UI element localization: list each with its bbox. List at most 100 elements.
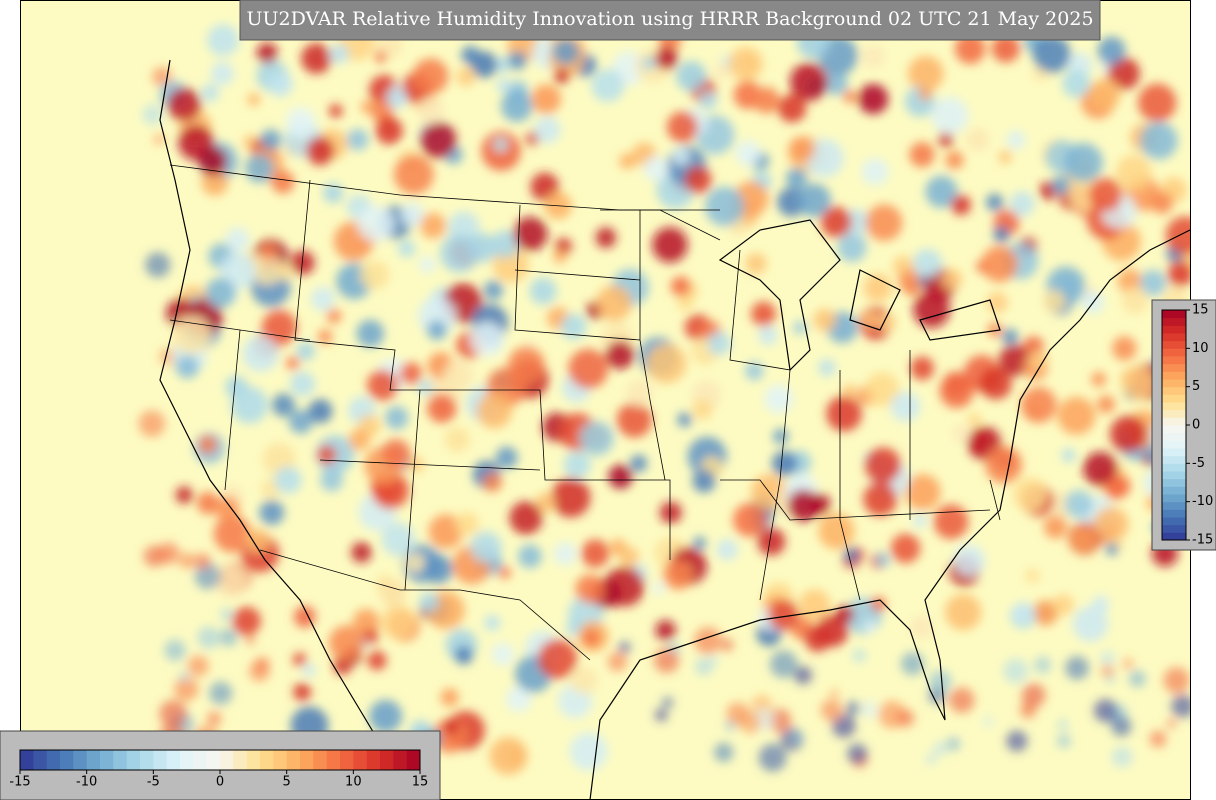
field-blob xyxy=(194,553,211,570)
field-blob xyxy=(837,232,867,263)
field-blob xyxy=(845,701,861,716)
field-blob xyxy=(213,563,249,599)
field-blob xyxy=(787,489,820,522)
tick-label: -5 xyxy=(147,775,160,790)
field-blob xyxy=(1121,365,1157,401)
field-blob xyxy=(399,362,422,385)
colorbar-step xyxy=(206,750,221,770)
field-blob xyxy=(596,285,632,322)
state-borders xyxy=(169,179,1001,601)
field-blob xyxy=(1163,667,1190,694)
field-blob xyxy=(320,468,344,492)
field-blob xyxy=(301,43,332,74)
field-blob xyxy=(426,320,447,341)
field-blob xyxy=(677,412,692,428)
colorbar-step xyxy=(1162,432,1186,441)
field-blob xyxy=(732,503,767,537)
field-blob xyxy=(751,301,776,327)
field-blob xyxy=(789,62,829,101)
field-blob xyxy=(1021,683,1046,708)
tick-label: -15 xyxy=(9,775,30,790)
field-blob xyxy=(381,439,411,468)
tick-label: 0 xyxy=(216,775,224,790)
field-blob xyxy=(713,62,731,81)
colorbar-step xyxy=(220,750,234,770)
west-coast xyxy=(159,59,411,800)
field-blob xyxy=(643,155,669,182)
field-blob xyxy=(842,384,857,399)
field-blob xyxy=(1165,216,1190,255)
field-blob xyxy=(246,636,255,645)
field-blob xyxy=(1089,78,1121,110)
field-blob xyxy=(366,369,398,401)
field-blob xyxy=(793,321,807,335)
field-blob xyxy=(1091,371,1107,387)
field-blob xyxy=(1105,542,1119,556)
field-blob xyxy=(206,711,222,727)
colorbar-step xyxy=(46,750,61,770)
field-blob xyxy=(662,697,674,709)
colorbar-step xyxy=(1162,425,1186,434)
field-blob xyxy=(616,402,652,438)
field-blob xyxy=(1061,448,1076,463)
field-blob xyxy=(375,117,403,145)
colorbar-step xyxy=(1162,517,1186,526)
colorbar-step xyxy=(366,750,381,770)
field-blob xyxy=(1111,716,1132,737)
field-blob xyxy=(777,94,807,123)
field-blob xyxy=(692,536,707,550)
field-blob xyxy=(417,96,445,125)
tick-label: -10 xyxy=(1192,494,1213,509)
colorbar-step xyxy=(1162,455,1186,464)
field-blob xyxy=(1094,506,1129,542)
field-blob xyxy=(625,379,653,407)
field-blob xyxy=(1088,177,1123,212)
field-blob xyxy=(646,343,687,384)
field-blob xyxy=(951,423,971,443)
colorbar-step xyxy=(406,750,421,770)
field-blob xyxy=(985,446,1023,484)
vertical-colorbar: -15 -10 -5 0 5 10 15 xyxy=(1151,299,1216,551)
field-blob xyxy=(417,379,433,396)
field-blob xyxy=(745,253,767,275)
field-blob xyxy=(1109,415,1147,453)
field-blob xyxy=(174,676,199,702)
field-blob xyxy=(607,652,627,672)
field-blob xyxy=(707,331,731,356)
field-blob xyxy=(428,514,463,549)
colorbar-step xyxy=(33,750,48,770)
field-blob xyxy=(375,574,392,591)
field-blob xyxy=(444,426,471,453)
colorbar-step xyxy=(140,750,154,770)
field-blob xyxy=(172,314,212,354)
field-blob xyxy=(505,686,532,712)
tick-label: 5 xyxy=(283,775,291,790)
field-blob xyxy=(852,648,867,663)
field-blob xyxy=(220,608,234,622)
field-blob xyxy=(328,103,343,118)
field-blob xyxy=(554,68,570,84)
field-blob xyxy=(563,451,591,479)
field-blob xyxy=(439,234,479,273)
field-blob xyxy=(829,689,839,699)
field-blob xyxy=(494,56,512,73)
field-blob xyxy=(1115,154,1152,191)
field-blob xyxy=(925,175,958,208)
field-blob xyxy=(384,405,409,430)
field-blob xyxy=(982,716,994,728)
field-blob xyxy=(843,89,857,104)
colorbar-step xyxy=(1162,363,1186,372)
colorbar-step xyxy=(353,750,368,770)
field-blob xyxy=(726,702,750,725)
field-blob xyxy=(1052,594,1074,616)
field-blob xyxy=(820,206,852,238)
field-blob xyxy=(529,277,557,305)
colorbar-step xyxy=(113,750,128,770)
colorbar-step xyxy=(193,750,208,770)
field-blob xyxy=(745,361,764,381)
field-blob xyxy=(818,512,855,550)
field-blob xyxy=(443,359,474,391)
field-blob xyxy=(288,409,313,434)
field-blob xyxy=(535,492,556,513)
field-blob xyxy=(1139,269,1167,297)
